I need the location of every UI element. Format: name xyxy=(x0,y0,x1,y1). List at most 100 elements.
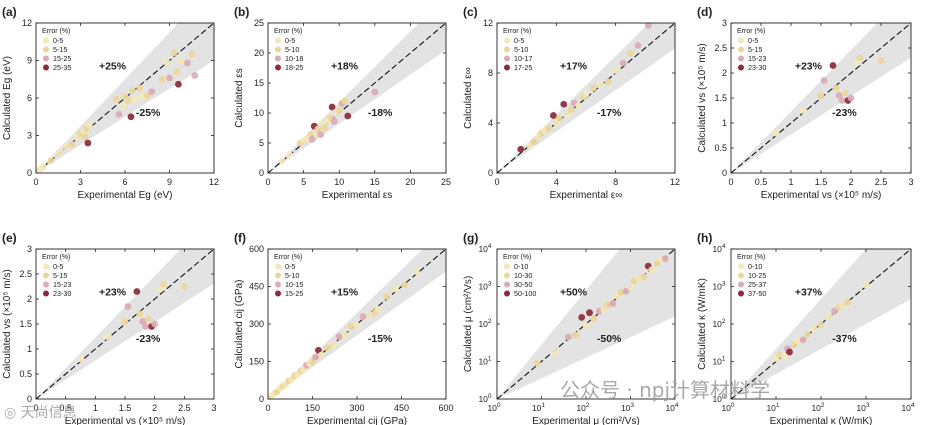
x-tick-label: 12 xyxy=(209,177,219,187)
y-tick-label: 1 xyxy=(27,344,32,354)
data-point xyxy=(118,102,126,109)
data-point xyxy=(328,103,336,111)
y-tick-label: 600 xyxy=(249,244,264,254)
data-point xyxy=(143,92,151,99)
y-tick-label: 103 xyxy=(712,281,725,292)
panel-label: (e) xyxy=(2,231,17,245)
data-point xyxy=(173,68,181,76)
legend-label: 15-25 xyxy=(285,289,303,298)
legend-swatch xyxy=(504,37,510,44)
legend-title: Error (%) xyxy=(503,254,531,261)
legend-label: 10-15 xyxy=(285,280,303,289)
data-point xyxy=(392,285,399,293)
legend-swatch xyxy=(504,281,510,288)
legend-swatch xyxy=(504,272,510,279)
plot-frame xyxy=(267,22,447,174)
data-point xyxy=(644,23,652,29)
data-point xyxy=(555,114,563,122)
data-point xyxy=(133,288,141,295)
legend-title: Error (%) xyxy=(737,28,765,35)
data-point xyxy=(799,107,807,114)
legend-label: 25-37 xyxy=(748,280,766,289)
data-point xyxy=(177,57,185,64)
x-tick-label: 15 xyxy=(370,177,380,187)
legend-label: 10-18 xyxy=(285,54,303,63)
legend-swatch xyxy=(738,55,744,62)
data-point xyxy=(312,353,319,361)
data-point xyxy=(157,285,165,293)
x-tick-label: 150 xyxy=(305,403,320,413)
data-point xyxy=(124,97,132,104)
y-tick-label: 12 xyxy=(483,18,493,28)
data-point xyxy=(575,102,582,109)
x-tick-label: 1 xyxy=(93,403,98,413)
data-point xyxy=(545,124,553,132)
y-tick-label: 450 xyxy=(249,282,264,292)
panel-label: (a) xyxy=(2,5,17,19)
data-point xyxy=(844,298,852,306)
plot-area-e xyxy=(36,249,214,399)
x-tick-label: 103 xyxy=(621,402,634,413)
y-tick-label: 100 xyxy=(712,393,725,404)
data-point xyxy=(344,112,352,120)
data-point xyxy=(175,80,182,88)
panel-e: 0 0.5 1 1.5 2 2.5 3 0 0.5 1 1.5 2 2.5 3 (e) Experimenta… xyxy=(2,231,217,425)
x-tick-label: 450 xyxy=(394,403,409,413)
data-point xyxy=(877,57,885,64)
y-tick-label: 3 xyxy=(722,18,727,28)
x-tick-label: 101 xyxy=(766,402,779,413)
legend-swatch xyxy=(738,290,744,297)
y-tick-label: 2 xyxy=(722,68,727,78)
y-tick-label: 4 xyxy=(488,118,493,128)
data-point xyxy=(401,281,408,289)
error-band xyxy=(268,23,446,173)
legend-swatch xyxy=(504,46,510,53)
data-point xyxy=(847,94,855,102)
data-point xyxy=(131,95,139,103)
band-label-minus: -37% xyxy=(832,333,857,345)
data-point xyxy=(526,142,534,149)
data-point xyxy=(68,140,75,148)
legend-swatch xyxy=(738,263,744,270)
x-tick-label: 3 xyxy=(78,177,83,187)
data-point xyxy=(330,118,338,125)
legend-label: 0-5 xyxy=(53,262,63,271)
data-point xyxy=(533,359,541,367)
legend-label: 15-23 xyxy=(748,54,766,63)
data-point xyxy=(551,348,559,356)
legend-label: 18-25 xyxy=(285,63,303,72)
data-point xyxy=(582,90,590,98)
legend-label: 10-25 xyxy=(748,271,766,280)
panel-label: (f) xyxy=(234,231,246,245)
band-label-plus: +17% xyxy=(560,61,588,73)
legend-swatch xyxy=(738,46,744,53)
x-tick-label: 25 xyxy=(441,177,451,187)
plot-area-h xyxy=(731,249,911,399)
data-point xyxy=(648,266,656,274)
data-point xyxy=(627,49,634,57)
x-tick-label: 4 xyxy=(554,177,559,187)
data-point xyxy=(359,313,367,320)
y-tick-label: 0 xyxy=(488,168,493,178)
y-tick-label: 8 xyxy=(488,68,493,78)
y-tick-label: 100 xyxy=(478,393,491,404)
y-tick-label: 150 xyxy=(249,357,264,367)
data-point xyxy=(780,352,788,360)
data-point xyxy=(640,273,648,281)
data-point xyxy=(347,323,355,330)
data-point xyxy=(820,77,828,84)
band-label-plus: +25% xyxy=(99,61,127,73)
band-label-plus: +37% xyxy=(795,287,823,299)
data-point xyxy=(84,139,92,147)
x-tick-label: 0.5 xyxy=(59,403,72,413)
data-point xyxy=(323,344,331,352)
data-point xyxy=(142,323,150,330)
y-tick-label: 5 xyxy=(259,138,264,148)
panel-label: (c) xyxy=(463,5,478,19)
x-axis-title: Experimental vs (×10⁵ m/s) xyxy=(65,416,186,425)
y-axis-title: Calculated cij (GPa) xyxy=(234,280,245,369)
plot-area-g xyxy=(497,249,675,399)
data-point xyxy=(353,321,361,329)
panel-label: (g) xyxy=(463,231,478,245)
plot-area-d xyxy=(731,23,911,173)
